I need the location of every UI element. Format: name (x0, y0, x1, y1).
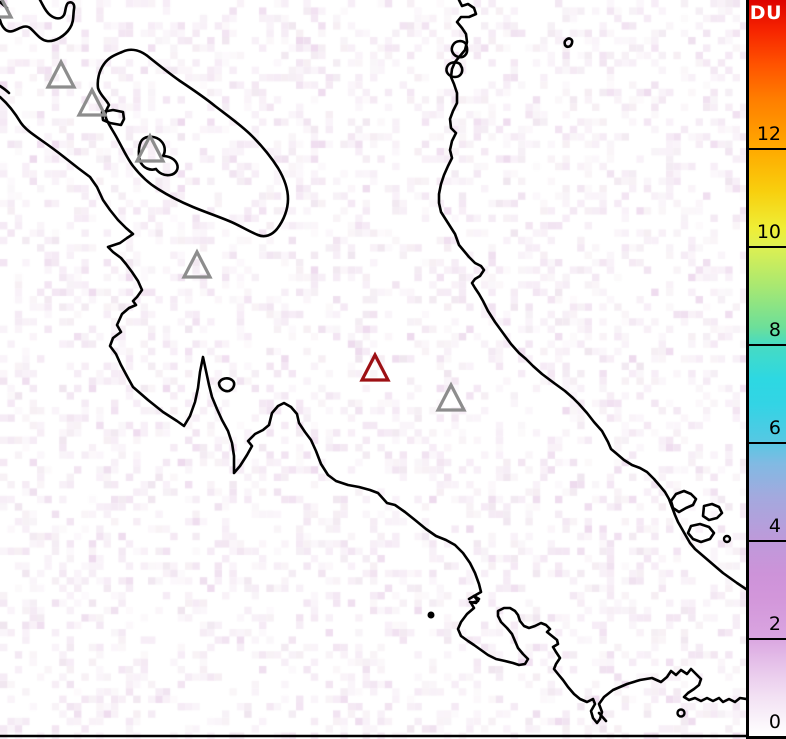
colorbar: DU 0 2 4 6 8 10 12 (746, 0, 786, 739)
colorbar-tick-mark (749, 540, 786, 542)
coastline-path (445, 61, 464, 79)
volcano-markers-layer (0, 0, 467, 412)
coastline-path (437, 0, 746, 591)
volcano-marker (76, 86, 108, 117)
colorbar-gradient (749, 0, 786, 736)
coastline-path (96, 48, 290, 238)
coastline-path (0, 0, 76, 43)
coastline-path (450, 39, 469, 59)
volcano-marker (181, 248, 213, 279)
volcano-marker (0, 0, 14, 19)
colorbar-tick-label: 4 (768, 515, 781, 537)
coastline-path (217, 377, 236, 393)
colorbar-tick-mark (749, 442, 786, 444)
colorbar-tick-mark (749, 246, 786, 248)
colorbar-tick-label: 6 (768, 417, 781, 439)
coastline-path (701, 502, 724, 522)
islet-dot (427, 611, 435, 619)
volcano-marker (45, 58, 77, 89)
colorbar-tick-label: 8 (768, 319, 781, 341)
coastline-path (597, 711, 608, 723)
colorbar-tick-label: 12 (756, 123, 781, 145)
colorbar-tick-label: 0 (768, 711, 781, 733)
coastline-path (686, 522, 716, 544)
colorbar-tick-label: 10 (756, 221, 781, 243)
map-area (0, 0, 746, 739)
islet-outline (722, 534, 732, 544)
volcano-marker (435, 381, 467, 412)
coastline-path (563, 37, 574, 49)
coastline-path (467, 594, 481, 605)
colorbar-tick-mark (749, 736, 786, 738)
colorbar-unit-label: DU (749, 2, 782, 24)
volcano-marker (134, 132, 166, 163)
coastline-path (0, 95, 746, 725)
coastline-path (137, 135, 179, 177)
colorbar-tick-mark (749, 638, 786, 640)
coastline-path (669, 489, 698, 514)
volcano-marker-active (359, 351, 391, 382)
coastline-layer (0, 0, 746, 738)
colorbar-tick-label: 2 (768, 613, 781, 635)
colorbar-tick-mark (749, 344, 786, 346)
colorbar-tick-mark (749, 148, 786, 150)
coastline-path (0, 84, 11, 95)
coastline-path (100, 108, 126, 127)
islet-outline (676, 708, 686, 718)
